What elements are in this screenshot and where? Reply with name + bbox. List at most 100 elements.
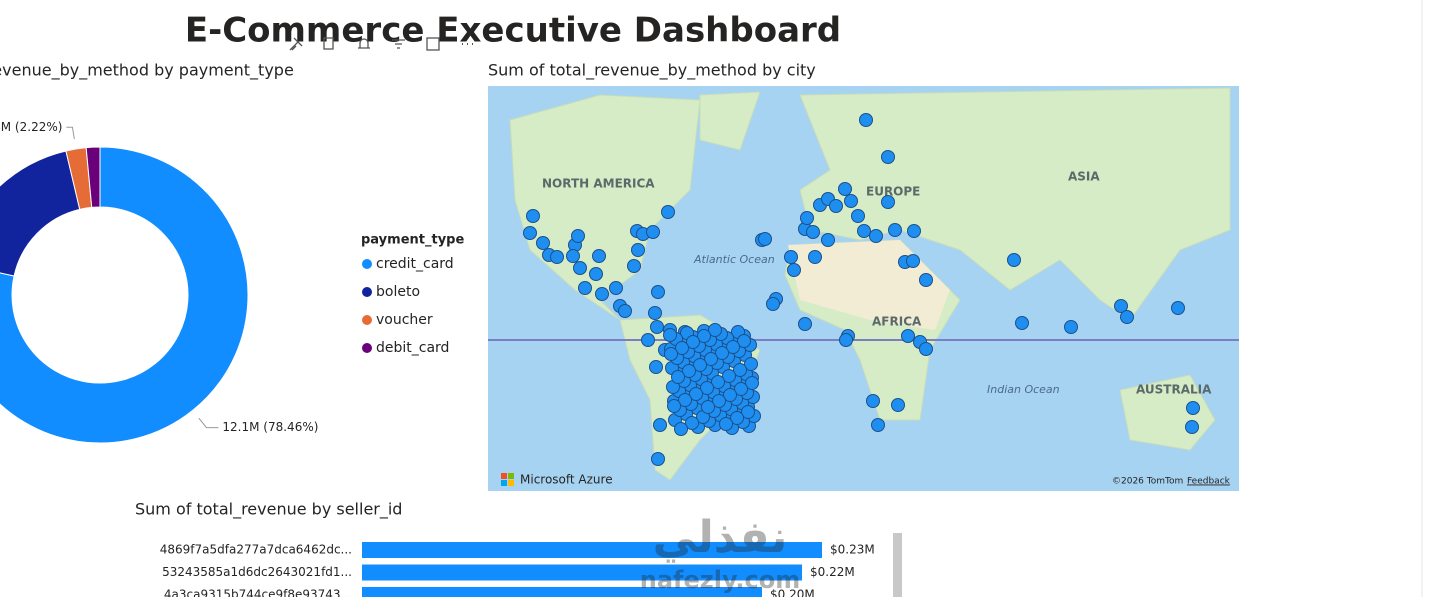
city-point <box>758 232 772 246</box>
copy-icon[interactable] <box>323 37 334 50</box>
city-point <box>734 382 748 396</box>
city-point <box>851 209 865 223</box>
y-tick-label: 4a3ca9315b744ce9f8e93743... <box>164 588 352 597</box>
city-point <box>650 320 664 334</box>
city-point <box>689 387 703 401</box>
city-point <box>697 329 711 343</box>
city-point <box>641 333 655 347</box>
city-point <box>649 360 663 374</box>
map-chart: Sum of total_revenue_by_method by city N… <box>488 61 1239 491</box>
chart-title: Sum of total_revenue_by_method by city <box>488 61 816 81</box>
city-point <box>526 209 540 223</box>
pin-icon[interactable] <box>289 37 303 51</box>
city-point <box>1185 420 1199 434</box>
legend-label: credit_card <box>376 256 454 272</box>
city-point <box>1114 299 1128 313</box>
city-point <box>1064 320 1078 334</box>
map-feedback[interactable]: Feedback <box>1187 477 1231 487</box>
city-point <box>536 236 550 250</box>
city-point <box>744 357 758 371</box>
city-point <box>667 399 681 413</box>
chart-title: Sum of total_revenue_by_method by paymen… <box>0 61 294 81</box>
donut-chart: Sum of total_revenue_by_method by paymen… <box>0 61 464 444</box>
leader-line <box>66 126 75 140</box>
city-point <box>1171 301 1185 315</box>
city-point <box>857 224 871 238</box>
legend-label: debit_card <box>376 340 449 356</box>
city-point <box>648 306 662 320</box>
city-point <box>595 287 609 301</box>
visual-toolbar[interactable] <box>289 37 473 51</box>
city-point <box>573 261 587 275</box>
data-label: 0.34M (2.22%) <box>0 120 62 134</box>
map-label: AUSTRALIA <box>1136 383 1212 397</box>
page-title: E-Commerce Executive Dashboard <box>185 11 841 51</box>
legend-marker <box>362 343 372 353</box>
map-logo <box>501 473 514 486</box>
city-point <box>838 182 852 196</box>
bar <box>362 542 822 558</box>
city-point <box>712 394 726 408</box>
city-point <box>646 225 660 239</box>
watermark-arabic: نفذلي <box>653 512 788 563</box>
city-point <box>711 375 725 389</box>
legend-marker <box>362 259 372 269</box>
city-point <box>907 224 921 238</box>
y-tick-label: 53243585a1d6dc2643021fd1... <box>162 565 352 579</box>
city-point <box>839 333 853 347</box>
scrollbar[interactable] <box>893 533 902 597</box>
city-point <box>671 370 685 384</box>
city-point <box>906 254 920 268</box>
bar-chart: Sum of total_revenue by seller_id 4869f7… <box>135 500 902 597</box>
city-point <box>719 417 733 431</box>
data-label: $0.20M <box>770 588 815 597</box>
city-point <box>859 113 873 127</box>
city-point <box>821 233 835 247</box>
city-point <box>566 249 580 263</box>
city-point <box>589 267 603 281</box>
city-point <box>808 250 822 264</box>
map-label: Atlantic Ocean <box>693 253 775 266</box>
map-copyright: ©2026 TomTom <box>1112 477 1183 487</box>
city-point <box>693 358 707 372</box>
map-label: NORTH AMERICA <box>542 177 655 191</box>
city-point <box>523 226 537 240</box>
city-point <box>609 281 623 295</box>
city-point <box>730 411 744 425</box>
city-point <box>901 329 915 343</box>
map-label: EUROPE <box>866 185 920 199</box>
city-point <box>631 243 645 257</box>
data-label: 12.1M (78.46%) <box>222 420 318 434</box>
city-point <box>1007 253 1021 267</box>
city-point <box>787 263 801 277</box>
city-point <box>919 342 933 356</box>
data-label: $0.23M <box>830 543 875 557</box>
filter-icon[interactable] <box>392 39 405 49</box>
map-label: Indian Ocean <box>987 383 1060 396</box>
watermark: نفذلي nafezly.com <box>640 512 800 594</box>
focus-icon[interactable] <box>426 37 440 51</box>
city-point <box>737 334 751 348</box>
city-point <box>1186 401 1200 415</box>
city-point <box>919 273 933 287</box>
alert-icon[interactable] <box>358 38 370 49</box>
city-point <box>800 211 814 225</box>
data-label: $0.22M <box>810 565 855 579</box>
city-point <box>651 285 665 299</box>
city-point <box>829 199 843 213</box>
city-point <box>726 340 740 354</box>
city-point <box>881 195 895 209</box>
donut-slice <box>85 146 101 208</box>
city-point <box>806 225 820 239</box>
city-point <box>741 405 755 419</box>
city-point <box>701 400 715 414</box>
city-point <box>798 317 812 331</box>
watermark-site: nafezly.com <box>640 566 800 594</box>
city-point <box>844 194 858 208</box>
legend-marker <box>362 315 372 325</box>
city-point <box>745 376 759 390</box>
city-point <box>651 452 665 466</box>
city-point <box>704 352 718 366</box>
city-point <box>869 229 883 243</box>
city-point <box>664 347 678 361</box>
